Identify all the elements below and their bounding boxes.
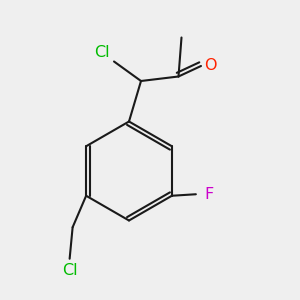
Text: F: F bbox=[204, 187, 214, 202]
Text: Cl: Cl bbox=[94, 45, 110, 60]
Text: O: O bbox=[205, 58, 217, 73]
Text: Cl: Cl bbox=[62, 263, 77, 278]
